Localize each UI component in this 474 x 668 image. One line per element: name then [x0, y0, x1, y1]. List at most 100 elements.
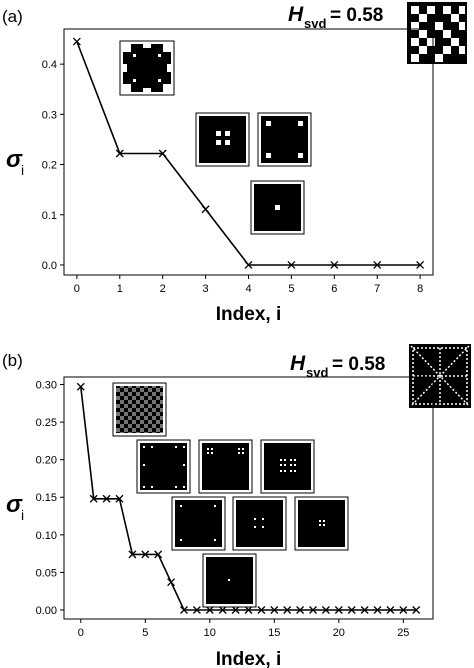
data-point-b-19	[321, 606, 330, 614]
data-point-b-20	[334, 606, 343, 614]
data-point-marker-stroke	[287, 260, 296, 269]
x-tick-label-a: 0	[74, 283, 80, 295]
data-point-marker-stroke	[89, 494, 98, 503]
data-point-b-21	[347, 606, 356, 614]
x-tick-label-b: 15	[268, 627, 280, 639]
data-point-marker-stroke	[231, 606, 240, 614]
hsvd-value-b: = 0.58	[332, 354, 385, 375]
mode-thumbnail-b1	[112, 382, 167, 437]
mode-thumbnail-a3	[257, 112, 312, 167]
y-tick-label-b: 0.05	[36, 567, 57, 579]
hsvd-subscript-b: svd	[306, 365, 328, 380]
data-point-b-13	[244, 606, 253, 614]
data-point-b-12	[231, 606, 240, 614]
y-tick-label-a: 0.4	[42, 59, 57, 71]
plot-area-b: 0 5 10 15 20 25 0.00 0.05 0.10 0.15 0.20 0.25 0.30 In…	[6, 376, 434, 668]
data-point-marker-stroke	[128, 550, 137, 559]
y-tick-label-b: 0.25	[36, 417, 57, 429]
data-point-b-8	[180, 606, 188, 614]
x-tick-label-b: 20	[333, 627, 345, 639]
y-tick-label-b: 0.00	[36, 605, 57, 617]
data-point-marker-stroke	[218, 606, 227, 614]
mode-thumbnail-b4	[260, 439, 315, 494]
data-point-b-4	[128, 550, 137, 559]
hsvd-symbol-b: H	[290, 352, 306, 375]
data-point-marker-stroke	[330, 260, 339, 269]
mode-thumbnail-b3	[198, 439, 253, 494]
corner-pattern-thumbnail-b	[409, 344, 471, 408]
data-point-b-10	[205, 606, 214, 614]
panel-b: (b) H svd = 0.58 0 5 10 15 20 250.000.050.100…	[2, 344, 471, 668]
y-axis-label-sub-a: i	[21, 162, 24, 178]
data-point-marker-stroke	[360, 606, 369, 614]
x-tick-label-a: 1	[117, 283, 123, 295]
data-point-marker-stroke	[399, 606, 408, 614]
data-point-b-2	[102, 494, 111, 503]
data-point-marker-stroke	[386, 606, 395, 614]
x-tick-label-a: 7	[374, 283, 380, 295]
x-axis-label-b: Index, i	[216, 649, 281, 668]
data-point-marker-stroke	[76, 382, 85, 391]
data-point-marker-stroke	[115, 149, 124, 158]
data-point-b-7	[167, 578, 176, 587]
plot-area-a: 0 1 2 3 4 5 6 7 8 0.0 0.1 0.2 0.3 0.4 Index, i σ i	[6, 28, 434, 325]
data-point-b-0	[76, 382, 85, 391]
panel-a: (a) H svd = 0.58 0 1 2 3 4 5 6 7 8 0.0 0.1 0.2 0.3 0.…	[2, 2, 467, 325]
x-tick-label-a: 2	[160, 283, 166, 295]
mode-thumbnail-b5	[171, 496, 226, 551]
data-point-marker-stroke	[270, 606, 279, 614]
hsvd-subscript-a: svd	[304, 16, 326, 31]
y-tick-label-a: 0.3	[42, 109, 57, 121]
data-point-marker-stroke	[373, 606, 382, 614]
data-point-marker-stroke	[167, 578, 176, 587]
data-point-a-4	[244, 260, 253, 269]
x-tick-label-b: 5	[142, 627, 148, 639]
y-axis-label-b: σ	[6, 491, 23, 518]
data-point-marker-stroke	[309, 606, 317, 614]
data-point-b-26	[412, 606, 421, 614]
x-tick-label-a: 3	[203, 283, 209, 295]
data-point-b-16	[283, 606, 292, 614]
x-tick-label-a: 5	[288, 283, 294, 295]
data-point-marker-stroke	[373, 260, 382, 269]
x-tick-label-a: 6	[331, 283, 337, 295]
data-point-b-9	[192, 606, 201, 614]
x-tick-label-a: 8	[417, 283, 423, 295]
mode-thumbnail-a1	[119, 40, 175, 96]
y-tick-label-b: 0.20	[36, 455, 57, 467]
axes-frame-b	[63, 376, 434, 620]
data-point-a-5	[287, 260, 296, 269]
data-point-marker-stroke	[72, 37, 81, 46]
data-point-b-23	[373, 606, 382, 614]
data-point-marker-stroke	[115, 494, 124, 503]
data-point-marker-stroke	[416, 260, 425, 269]
data-point-a-6	[330, 260, 339, 269]
data-point-marker-stroke	[244, 260, 253, 269]
mode-thumbnail-b8	[202, 553, 257, 608]
data-point-b-18	[309, 606, 317, 614]
data-point-b-22	[360, 606, 369, 614]
hsvd-value-a: = 0.58	[330, 5, 383, 26]
hsvd-annotation-a: H svd = 0.58	[288, 3, 383, 31]
data-point-b-25	[399, 606, 408, 614]
data-point-a-8	[416, 260, 425, 269]
data-point-marker-stroke	[158, 149, 167, 158]
data-point-marker-stroke	[257, 606, 266, 614]
data-point-marker-stroke	[296, 606, 305, 614]
data-point-a-0	[72, 37, 81, 46]
data-point-marker-stroke	[412, 606, 421, 614]
data-point-marker-stroke	[154, 550, 163, 559]
data-point-b-11	[218, 606, 227, 614]
data-point-marker-stroke	[283, 606, 292, 614]
data-point-marker-stroke	[192, 606, 201, 614]
panel-label-a: (a)	[2, 7, 23, 26]
y-tick-label-a: 0.0	[42, 260, 57, 272]
hsvd-symbol-a: H	[288, 3, 304, 26]
data-point-marker-stroke	[201, 205, 210, 214]
y-tick-label-b: 0.10	[36, 530, 57, 542]
y-axis-label-sub-b: i	[21, 507, 24, 523]
data-point-marker-stroke	[102, 494, 111, 503]
data-point-marker-stroke	[180, 606, 188, 614]
corner-pattern-thumbnail-a	[407, 2, 467, 64]
